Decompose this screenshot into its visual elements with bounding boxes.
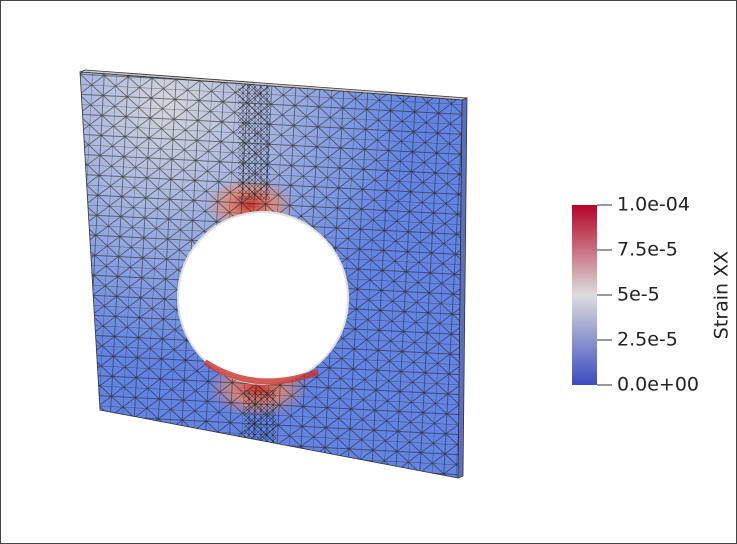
tick-label: 7.5e-5 [617,239,678,261]
colorbar [572,205,597,385]
tick-label: 1.0e-04 [617,194,690,216]
colorbar-title: Strain XX [711,251,733,339]
tick-label: 0.0e+00 [617,374,699,396]
tick-label: 2.5e-5 [617,329,678,351]
tick-label: 5e-5 [617,284,660,306]
render-view: 1.0e-04 7.5e-5 5e-5 2.5e-5 0.0e+00 Strain XX [0,0,737,544]
